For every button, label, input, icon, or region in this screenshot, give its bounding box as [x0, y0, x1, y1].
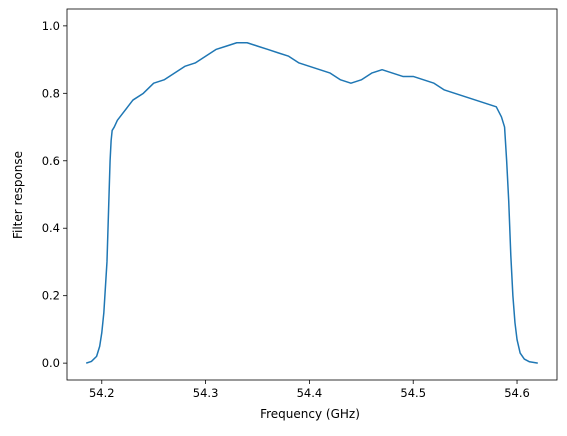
x-axis-label: Frequency (GHz): [260, 407, 360, 421]
x-tick-label: 54.3: [193, 386, 219, 400]
x-tick-label: 54.5: [400, 386, 426, 400]
y-tick-label: 0.0: [42, 356, 60, 370]
plot-frame: [66, 8, 558, 381]
x-axis: 54.2 54.3 54.4 54.5 54.6: [89, 380, 530, 400]
series-line-1: [85, 41, 538, 364]
plot-area: [66, 8, 558, 381]
y-tick-label: 0.4: [42, 221, 60, 235]
y-tick-label: 0.6: [42, 154, 60, 168]
y-axis: 0.0 0.2 0.4 0.6 0.8 1.0: [42, 19, 67, 370]
x-tick-label: 54.2: [89, 386, 115, 400]
y-axis-label: Filter response: [11, 151, 25, 239]
y-tick-label: 0.2: [42, 289, 60, 303]
y-tick-label: 0.8: [42, 86, 60, 100]
x-tick-label: 54.4: [297, 386, 323, 400]
y-tick-label: 1.0: [42, 19, 60, 33]
x-tick-label: 54.6: [504, 386, 530, 400]
